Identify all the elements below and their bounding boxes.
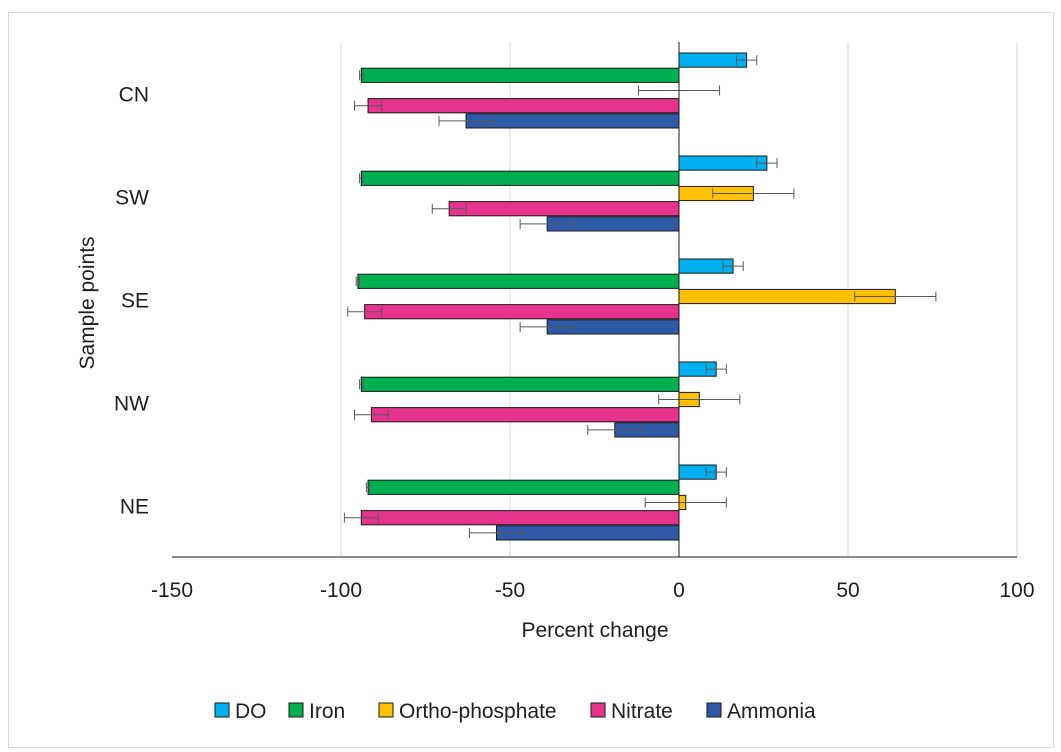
x-tick-label: -100 [320, 579, 362, 602]
y-axis-title: Sample points [76, 236, 99, 369]
y-category-label: NW [114, 393, 149, 416]
bars [357, 52, 896, 541]
legend-label: Iron [309, 700, 345, 723]
bar [465, 113, 680, 129]
legend-swatch [378, 702, 394, 718]
bar [360, 67, 680, 83]
bar [370, 407, 680, 423]
y-category-label: SW [115, 187, 149, 210]
legend-swatch [288, 702, 304, 718]
legend: DO Iron Ortho-phosphate Nitrate Ammonia [214, 700, 816, 723]
x-tick-label: 50 [836, 579, 859, 602]
bar [364, 304, 680, 320]
x-tick-label: 100 [999, 579, 1034, 602]
x-tick-label: -50 [495, 579, 525, 602]
x-axis-title: Percent change [521, 619, 668, 642]
y-category-label: CN [119, 84, 149, 107]
legend-swatch [706, 702, 722, 718]
legend-label: Nitrate [611, 700, 673, 723]
legend-label: DO [235, 700, 267, 723]
legend-label: Ortho-phosphate [399, 700, 557, 723]
y-category-label: SE [121, 290, 149, 313]
y-category-label: NE [120, 496, 149, 519]
bar [367, 479, 680, 495]
legend-swatch [214, 702, 230, 718]
legend-label: Ammonia [727, 700, 816, 723]
bar [360, 510, 680, 526]
x-tick-labels: -150 -100 -50 0 50 100 [151, 579, 1035, 602]
x-tick-label: 0 [673, 579, 685, 602]
x-tick-label: -150 [151, 579, 193, 602]
legend-swatch [590, 702, 606, 718]
bar [678, 155, 768, 171]
axes [172, 42, 1017, 558]
bar [357, 273, 680, 289]
bar [360, 170, 680, 186]
y-category-labels: CN SW SE NW NE [114, 84, 149, 519]
bar [367, 98, 680, 114]
bar [448, 201, 680, 217]
bar [360, 376, 680, 392]
